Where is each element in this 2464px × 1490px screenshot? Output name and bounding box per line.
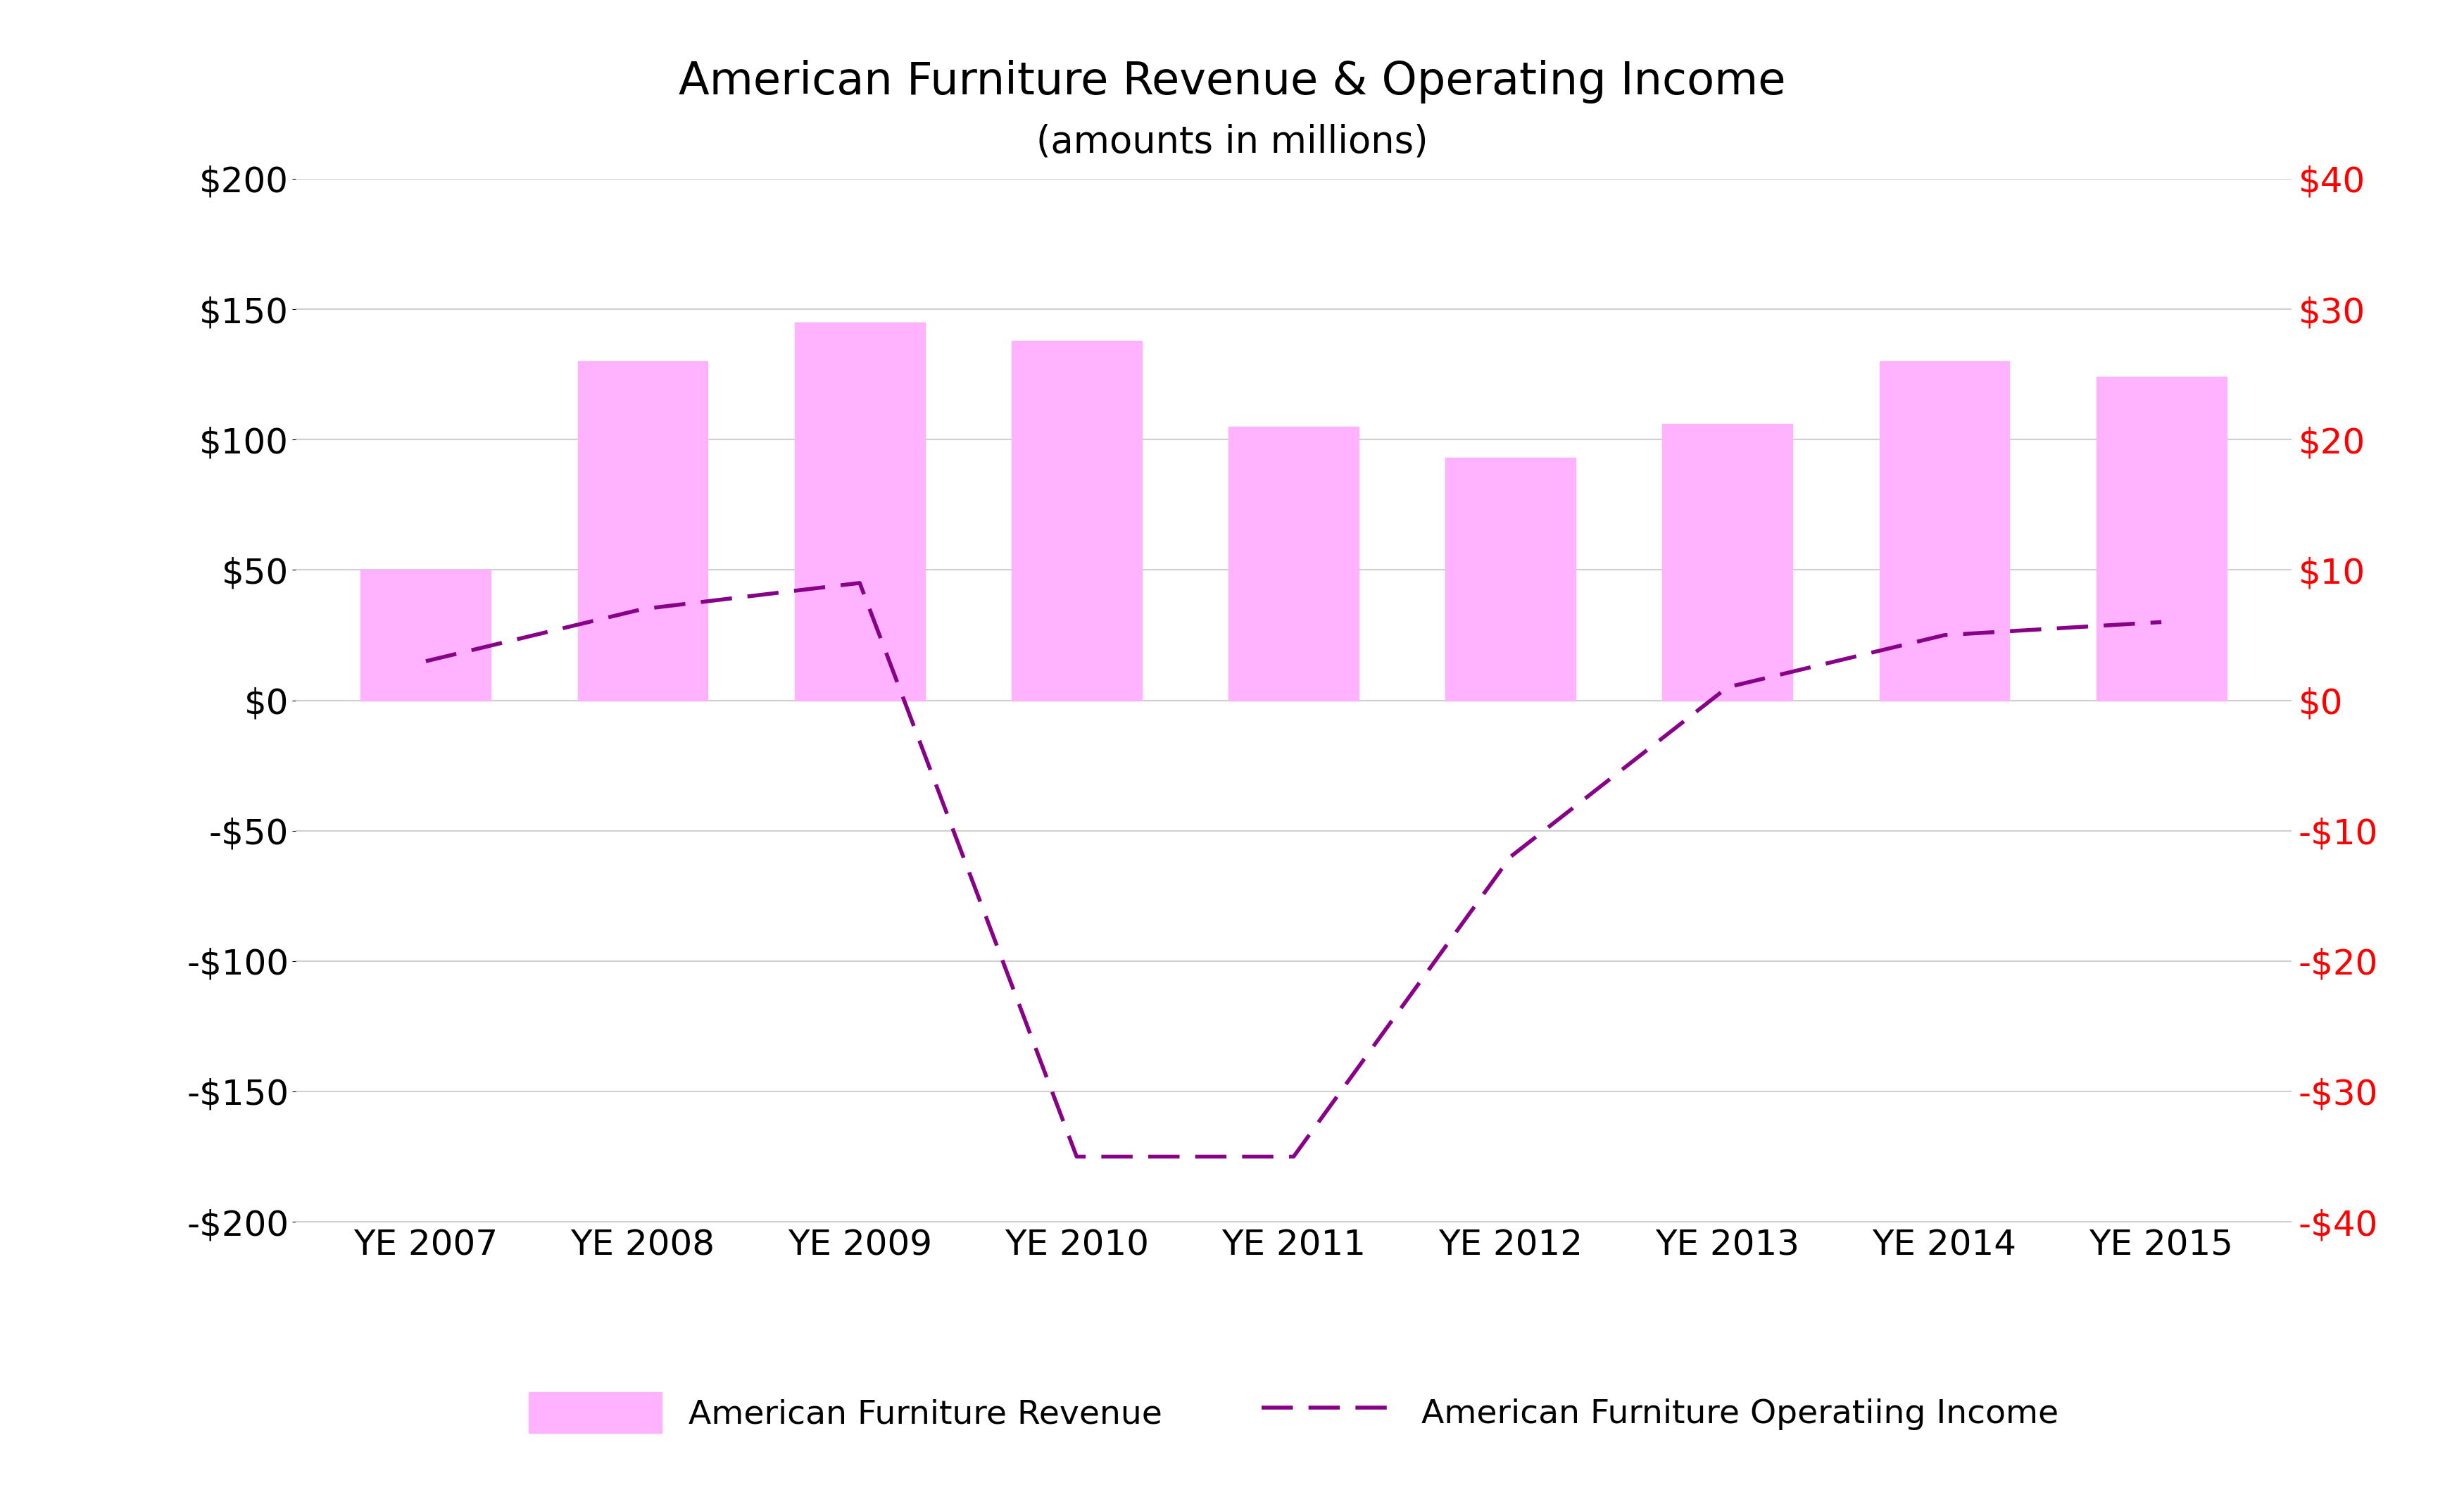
Text: American Furniture Revenue & Operating Income: American Furniture Revenue & Operating I… [678, 60, 1786, 104]
Bar [793, 322, 924, 700]
Bar [1663, 423, 1794, 700]
Text: (amounts in millions): (amounts in millions) [1035, 124, 1429, 159]
Bar [1013, 341, 1141, 700]
Bar [1230, 426, 1358, 700]
Bar [1880, 362, 2011, 700]
Bar [1446, 457, 1574, 700]
Bar [2097, 377, 2227, 700]
Bar [360, 569, 490, 700]
Bar [577, 362, 707, 700]
Legend: American Furniture Revenue, American Furniture Operatiing Income: American Furniture Revenue, American Fur… [495, 1359, 2092, 1466]
